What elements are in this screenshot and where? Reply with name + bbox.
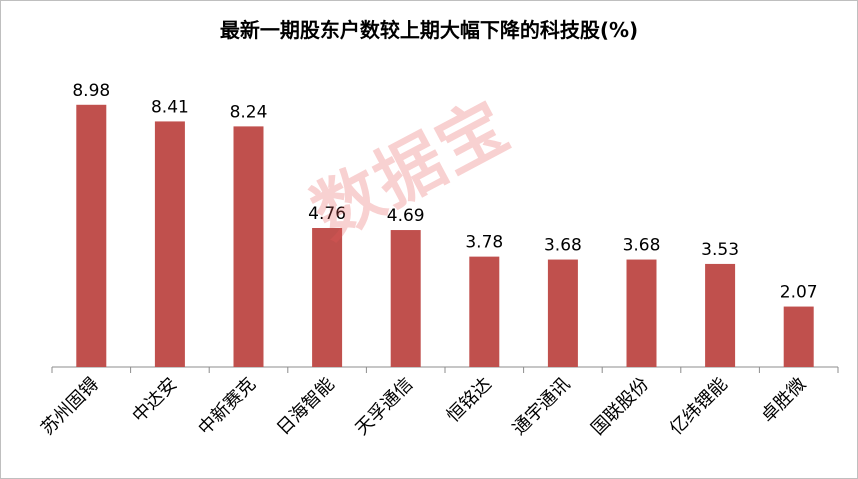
bars-group [76, 104, 814, 367]
bar [154, 121, 185, 367]
data-label: 8.41 [151, 97, 189, 117]
data-label: 3.53 [701, 240, 739, 260]
chart-title: 最新一期股东户数较上期大幅下降的科技股(%) [219, 18, 639, 42]
value-labels-group: 8.98 8.41 8.24 4.76 4.69 3.78 3.68 3.68 3.53 2.07 [72, 81, 817, 303]
bar [705, 263, 736, 367]
category-tick-label: 苏州固锝 [37, 374, 103, 440]
category-tick-label: 中达安 [128, 374, 181, 427]
x-axis-ticks [51, 367, 839, 373]
category-tick-label: 日海智能 [273, 374, 339, 440]
bar [469, 256, 500, 367]
bar [783, 306, 814, 367]
data-label: 4.76 [308, 204, 346, 224]
category-tick-label: 通宇通讯 [509, 374, 575, 440]
data-label: 3.68 [544, 236, 582, 256]
category-tick-label: 国联股份 [587, 374, 653, 440]
data-label: 8.24 [230, 102, 268, 122]
category-tick-label: 中新赛克 [194, 374, 260, 440]
data-label: 8.98 [72, 81, 110, 101]
bar [626, 259, 657, 367]
category-tick-label: 恒铭达 [443, 374, 496, 427]
data-label: 3.68 [623, 236, 661, 256]
bar [312, 228, 343, 367]
bar [76, 104, 107, 367]
category-tick-label: 卓胜微 [757, 374, 810, 427]
data-label: 4.69 [387, 206, 425, 226]
bar [547, 259, 578, 367]
data-label: 2.07 [780, 283, 818, 303]
category-tick-label: 亿纬锂能 [666, 374, 732, 440]
bar [233, 126, 264, 367]
category-tick-label: 天孚通信 [351, 374, 417, 440]
bar [390, 230, 421, 367]
category-labels-group: 苏州固锝 中达安 中新赛克 日海智能 天孚通信 恒铭达 通宇通讯 国联股份 亿纬锂能 卓胜微 [37, 374, 810, 440]
data-label: 3.78 [465, 233, 503, 253]
